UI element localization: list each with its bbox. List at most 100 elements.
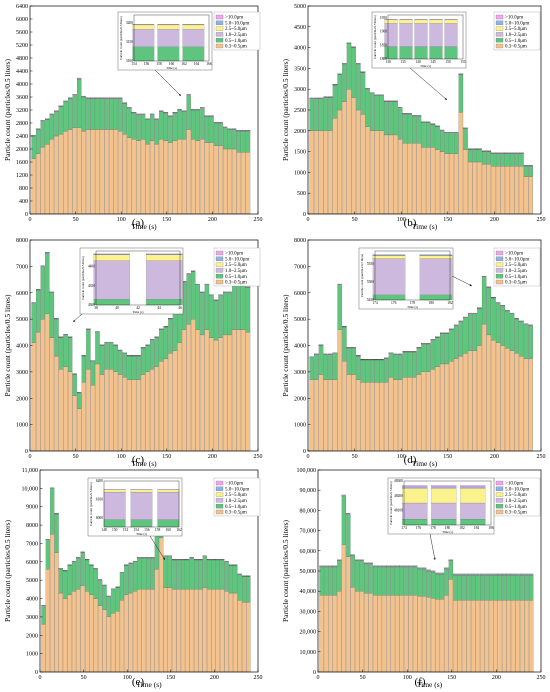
bar-segment	[54, 319, 59, 357]
bar-segment	[407, 114, 412, 144]
bar-segment	[31, 342, 36, 452]
bar-segment	[386, 595, 391, 673]
y-tick-label: 0	[303, 449, 306, 455]
bar-segment	[491, 297, 496, 341]
bar-segment	[224, 591, 229, 673]
inset-y-tick-label: 3100	[126, 59, 133, 63]
x-tick-label: 100	[117, 217, 126, 223]
bar-segment	[111, 589, 116, 614]
bar-segment	[407, 352, 412, 378]
x-tick-label: 250	[537, 675, 546, 681]
legend-label: 0.3~0.5μm	[505, 281, 527, 286]
x-axis-label: Time (s)	[131, 459, 157, 468]
bar-segment	[67, 98, 73, 130]
inset-x-tick-label: 156	[144, 62, 150, 66]
bar-segment	[106, 616, 111, 673]
y-tick-label: 3000	[26, 615, 38, 621]
bar-segment	[488, 574, 494, 576]
bar-segment	[222, 292, 228, 336]
bar-segment	[346, 348, 352, 375]
bar-segment	[509, 153, 515, 167]
inset-bar-segment	[93, 260, 130, 300]
inset-bar-segment	[132, 24, 155, 30]
bar-segment	[63, 570, 68, 599]
bar-segment	[439, 573, 445, 575]
bar-segment	[484, 574, 489, 601]
bar-segment	[228, 565, 234, 594]
inset-x-tick-label: 178	[430, 526, 436, 530]
x-tick-label: 150	[162, 217, 171, 223]
bar-segment	[31, 158, 36, 215]
bar-segment	[49, 139, 55, 215]
bar-segment	[131, 139, 137, 215]
x-tick-label: 0	[29, 217, 32, 223]
inset-bar-segment	[157, 24, 180, 30]
y-tick-label: 1200	[16, 173, 28, 179]
y-tick-label: 500	[297, 191, 306, 197]
legend-label: 0.3~0.5μm	[225, 511, 247, 516]
bar-segment	[218, 145, 223, 215]
bar-segment	[523, 324, 529, 359]
y-tick-label: 1000	[294, 423, 306, 429]
inset-x-tick-label: 150	[112, 528, 118, 532]
bar-segment	[457, 574, 462, 601]
legend-swatch	[215, 509, 224, 515]
bar-segment	[228, 592, 234, 673]
bar-segment	[323, 97, 328, 131]
legend-swatch	[215, 250, 224, 256]
bar-segment	[237, 574, 242, 601]
y-tick-label: 6400	[16, 4, 28, 10]
bar-segment	[104, 342, 109, 370]
y-tick-label: 90,000	[300, 488, 317, 494]
bar-segment	[430, 340, 436, 370]
legend-swatch	[495, 250, 504, 256]
bar-segment	[407, 143, 412, 215]
bar-segment	[408, 595, 413, 673]
bar-segment	[150, 589, 155, 673]
bar-segment	[86, 329, 91, 370]
bar-segment	[132, 561, 138, 592]
bar-segment	[390, 566, 396, 568]
bar-segment	[227, 129, 232, 150]
bar-segment	[122, 353, 128, 378]
legend-label: >10.0μm	[225, 482, 243, 487]
bar-segment	[95, 363, 100, 452]
y-tick-label: 1000	[294, 170, 306, 176]
legend-label: >10.0μm	[505, 482, 523, 487]
bar-segment	[471, 574, 476, 601]
legend-swatch	[215, 486, 224, 491]
inset-bar-segment	[157, 519, 180, 528]
bar-segment	[346, 513, 351, 515]
bar-segment	[439, 573, 445, 600]
x-tick-label: 50	[81, 675, 87, 681]
bar-segment	[71, 561, 77, 592]
bar-segment	[374, 382, 380, 452]
bar-segment	[318, 98, 324, 131]
bar-segment	[511, 600, 516, 673]
bar-segment	[232, 129, 237, 150]
bar-segment	[430, 598, 436, 673]
bar-segment	[54, 513, 59, 553]
bar-segment	[484, 574, 489, 576]
bar-segment	[236, 131, 242, 153]
bar-segment	[398, 139, 403, 215]
bar-segment	[439, 151, 445, 215]
bar-segment	[449, 329, 454, 362]
bar-segment	[412, 143, 417, 215]
bar-segment	[163, 140, 169, 215]
bar-segment	[481, 324, 487, 452]
bar-segment	[386, 566, 391, 596]
inset-y-tick-label: 1900	[380, 30, 387, 34]
legend-label: 1.0~2.5μm	[505, 499, 527, 504]
x-tick-label: 150	[443, 217, 452, 223]
bar-segment	[124, 594, 129, 673]
bar-segment	[45, 539, 50, 570]
bar-segment	[77, 408, 82, 452]
bar-segment	[388, 377, 394, 452]
bar-segment	[63, 366, 68, 452]
bar-segment	[453, 574, 458, 601]
bar-segment	[167, 556, 173, 588]
legend-label: 2.5~5.0μm	[225, 493, 247, 498]
bar-segment	[337, 560, 342, 561]
bar-segment	[245, 131, 251, 153]
